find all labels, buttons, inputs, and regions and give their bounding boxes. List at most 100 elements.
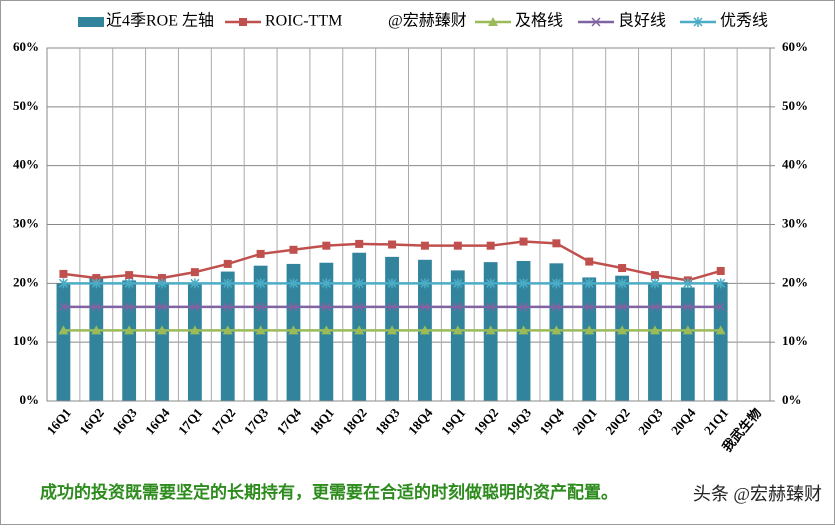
marker	[354, 325, 365, 335]
marker	[453, 241, 462, 250]
marker	[321, 325, 332, 335]
marker	[190, 278, 200, 289]
footer: 成功的投资既需要坚定的长期持有，更需要在合适的时刻做聪明的资产配置。	[40, 482, 618, 502]
marker	[388, 240, 397, 249]
marker	[354, 278, 364, 289]
bar	[615, 275, 630, 401]
marker	[584, 302, 594, 312]
marker	[649, 325, 660, 335]
y-tick-label: 0%	[20, 392, 40, 407]
marker	[518, 278, 529, 289]
marker	[158, 274, 167, 283]
marker	[157, 278, 167, 289]
marker	[716, 278, 726, 289]
marker	[255, 325, 266, 335]
legend-label: 近4季ROE 左轴	[106, 12, 214, 30]
marker	[288, 278, 299, 289]
marker	[518, 302, 529, 312]
marker	[288, 325, 299, 335]
marker	[453, 278, 463, 289]
y-tick-label: 50%	[13, 98, 39, 113]
marker	[223, 278, 233, 289]
marker	[486, 278, 496, 289]
marker	[617, 278, 627, 289]
y2-tick-label: 30%	[782, 215, 808, 230]
marker	[91, 302, 101, 312]
marker	[222, 325, 233, 335]
marker	[321, 302, 331, 312]
y2-tick-label: 50%	[782, 98, 808, 113]
bar	[122, 280, 137, 401]
legend-note: @宏赫臻财	[388, 12, 467, 30]
y2-tick-label: 0%	[782, 392, 802, 407]
marker	[157, 302, 167, 312]
marker	[488, 17, 498, 26]
marker	[289, 245, 298, 254]
marker	[518, 325, 529, 335]
marker	[58, 278, 68, 289]
legend-swatch	[78, 17, 104, 27]
marker	[419, 325, 430, 335]
legend-label: 良好线	[618, 12, 666, 30]
marker	[189, 325, 200, 335]
bar	[187, 283, 202, 401]
bar	[56, 283, 71, 401]
marker	[91, 278, 101, 289]
bar	[680, 287, 695, 401]
marker	[617, 302, 627, 312]
marker	[618, 264, 627, 273]
legend-label: 及格线	[515, 12, 563, 30]
legend-label: ROIC-TTM	[265, 13, 342, 30]
marker	[190, 268, 199, 277]
marker	[387, 325, 398, 335]
marker	[584, 278, 594, 289]
marker	[239, 18, 247, 26]
marker	[453, 302, 463, 312]
marker	[683, 278, 693, 289]
marker	[519, 237, 528, 246]
marker	[716, 302, 726, 312]
marker	[551, 325, 562, 335]
bar	[582, 277, 597, 401]
y-tick-label: 10%	[13, 333, 39, 348]
marker	[617, 325, 628, 335]
marker	[354, 302, 364, 312]
bar	[220, 271, 235, 401]
marker	[682, 325, 693, 335]
bar	[155, 283, 169, 401]
marker	[387, 302, 397, 312]
marker	[420, 278, 430, 289]
marker	[256, 249, 265, 258]
marker	[693, 17, 703, 27]
marker	[355, 239, 364, 248]
marker	[584, 325, 595, 335]
bar	[713, 282, 728, 401]
marker	[322, 241, 331, 250]
legend-label: 优秀线	[720, 12, 768, 30]
marker	[716, 266, 725, 275]
source-mark: 头条 @宏赫臻财	[693, 484, 822, 504]
y2-tick-label: 60%	[782, 39, 808, 54]
y-tick-label: 60%	[13, 39, 39, 54]
y2-tick-label: 40%	[782, 157, 808, 172]
bar	[89, 277, 104, 401]
marker	[486, 302, 496, 312]
marker	[486, 241, 495, 250]
marker	[223, 259, 232, 268]
marker	[321, 278, 331, 289]
marker	[59, 269, 68, 278]
marker	[650, 271, 659, 280]
marker	[125, 271, 134, 280]
marker	[591, 17, 601, 27]
marker	[683, 302, 693, 312]
marker	[124, 302, 134, 312]
marker	[551, 278, 561, 289]
marker	[223, 302, 233, 312]
marker	[387, 278, 397, 289]
marker	[256, 302, 266, 312]
y-tick-label: 40%	[13, 157, 39, 172]
marker	[157, 325, 168, 335]
marker	[585, 257, 594, 266]
marker	[58, 302, 68, 312]
